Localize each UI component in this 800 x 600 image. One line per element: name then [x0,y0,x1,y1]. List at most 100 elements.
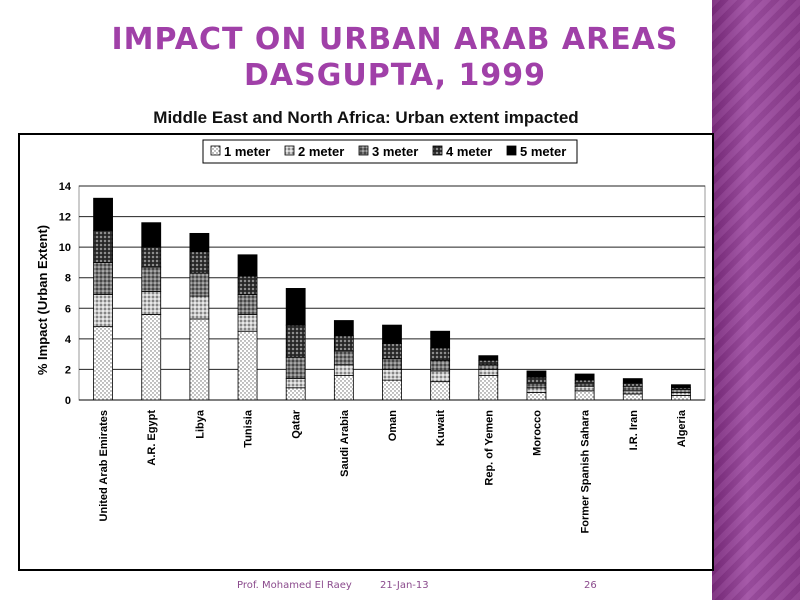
bar-segment-2m [622,390,643,395]
x-tick-label: Oman [387,410,399,441]
bar-segment-3m [141,266,162,292]
bar-segment-4m [93,229,113,263]
x-tick-label: Morocco [531,410,543,456]
legend-label: 4 meter [446,144,492,159]
bar-segment-2m [285,378,306,389]
chart-title: Middle East and North Africa: Urban exte… [153,108,579,127]
x-tick-label: Saudi Arabia [339,409,351,477]
bar-segment-3m [622,385,643,392]
bar-segment-5m [382,324,402,344]
bar-segment-4m [430,347,451,361]
y-tick-label: 6 [65,303,71,315]
bar-segment-4m [382,343,402,360]
legend-label: 3 meter [372,144,418,159]
y-tick-label: 14 [59,181,72,193]
bar-segment-4m [333,335,354,352]
x-tick-label: Libya [194,409,206,439]
bar-segment-5m [478,355,499,361]
bar-segment-5m [189,232,210,253]
x-tick-label: Former Spanish Sahara [580,409,592,533]
side-band-texture [712,0,800,600]
y-axis-label: % Impact (Urban Extent) [35,225,50,375]
legend-label: 2 meter [298,144,344,159]
bar-segment-2m [141,291,162,315]
bar-segment-4m [237,275,258,295]
footer-author: Prof. Mohamed El Raey [237,580,352,591]
bar-segment-1m [382,379,402,401]
y-tick-label: 0 [65,395,71,407]
bar-segment-1m [333,375,354,401]
bar-segment-2m [382,369,402,381]
bar-segment-1m [478,375,499,401]
bar-segment-1m [622,393,643,401]
bar-segment-2m [671,391,691,396]
bar-segment-3m [430,359,451,372]
bar-segment-4m [622,382,643,387]
bar-segment-2m [430,370,451,383]
bar-segment-3m [237,294,258,315]
y-tick-label: 10 [59,242,71,254]
bar-segment-5m [93,197,113,231]
bar-segment-4m [526,376,547,384]
bar-segment-5m [574,373,595,381]
legend [202,139,578,164]
footer-date: 21-Jan-13 [380,580,429,591]
bar-segment-1m [93,326,113,401]
bar-segment-5m [141,222,162,248]
y-tick-label: 4 [65,334,72,346]
bar-segment-5m [333,320,354,337]
x-tick-label: I.R. Iran [628,410,640,451]
x-tick-label: Qatar [291,409,303,438]
y-tick-label: 12 [59,212,71,224]
bar-segment-2m [189,295,210,320]
bar-segment-3m [382,358,402,370]
bar-segment-1m [141,313,162,401]
x-tick-label: A.R. Egypt [146,410,158,466]
bar-segment-3m [574,382,595,387]
bar-segment-3m [285,356,306,380]
bar-segment-2m [93,294,113,328]
bar-segment-1m [526,391,547,401]
bar-segment-5m [622,378,643,384]
bar-segment-4m [574,379,595,384]
y-tick-label: 2 [65,364,71,376]
bar-segment-1m [430,381,451,401]
bar-segment-3m [671,388,691,393]
x-tick-label: Kuwait [435,410,447,446]
x-tick-label: Rep. of Yemen [483,410,495,486]
legend-label: 5 meter [520,144,566,159]
legend-label: 1 meter [224,144,270,159]
bar-segment-5m [671,384,691,389]
bar-segment-1m [285,387,306,401]
bar-segment-2m [237,313,258,332]
slide-title-line1: IMPACT ON URBAN ARAB AREAS [111,22,679,57]
page-number: 26 [584,580,597,591]
legend-swatch [358,145,369,156]
bar-segment-1m [189,318,210,401]
bar-segment-4m [478,359,499,366]
bar-segment-3m [189,272,210,297]
bar-segment-5m [285,288,306,326]
bar-segment-5m [430,330,451,349]
bar-segment-3m [478,364,499,370]
bar-segment-4m [285,324,306,358]
legend-swatch [432,145,443,156]
bar-segment-1m [574,390,595,401]
bar-segment-4m [189,251,210,274]
bar-segment-2m [478,369,499,376]
x-tick-label: Algeria [676,409,688,447]
bar-segment-5m [237,254,258,277]
bar-segment-1m [237,330,258,401]
bar-segment-3m [333,350,354,366]
bar-segment-4m [141,246,162,268]
bar-segment-3m [93,262,113,295]
y-tick-label: 8 [65,273,71,285]
bar-segment-2m [574,385,595,392]
slide-title-line2: DASGUPTA, 1999 [244,58,546,93]
chart-frame [18,133,714,571]
x-tick-label: Tunisia [243,409,255,448]
bar-segment-5m [526,370,547,378]
bar-segment-2m [526,387,547,393]
bar-segment-3m [526,382,547,389]
